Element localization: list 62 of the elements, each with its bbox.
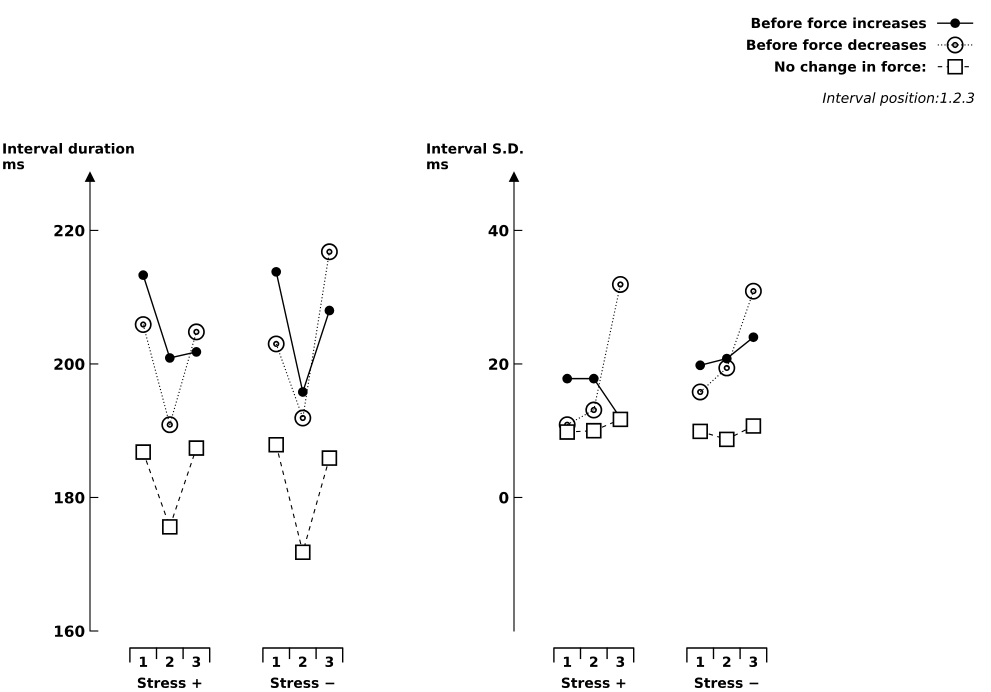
x-tick-label: 2 [723, 656, 730, 667]
x-tick-label: 3 [325, 656, 334, 668]
legend-label: Before force increases [752, 18, 926, 28]
text: Stress + [562, 678, 626, 688]
point [744, 282, 762, 300]
point [324, 306, 334, 316]
x-tick-label: 1 [272, 656, 280, 667]
y-tick-label: 160 [54, 625, 84, 638]
x-tick-label: 2 [166, 656, 174, 667]
point [192, 347, 202, 357]
point [612, 412, 628, 428]
point [695, 360, 706, 370]
x-tick-label: 2 [299, 656, 306, 667]
point [322, 450, 338, 466]
y-tick-label: 40 [488, 224, 508, 236]
text: Interval position:1.2.3 [822, 92, 974, 106]
text: Stress − [270, 678, 334, 688]
x-tick-label: 1 [140, 656, 148, 667]
text: Stress − [694, 678, 758, 688]
point [746, 418, 762, 434]
x-tick-label: 1 [696, 656, 704, 667]
point [188, 440, 204, 456]
y-axis-title: Interval duration ms [3, 143, 134, 170]
point [562, 374, 572, 384]
point [559, 424, 575, 440]
x-tick-label: 3 [616, 656, 624, 668]
point [585, 402, 602, 418]
point [188, 323, 205, 340]
point [298, 387, 308, 397]
point [138, 270, 148, 280]
text: Stress + [138, 678, 202, 688]
y-tick-label: 0 [499, 492, 508, 504]
y-tick-label: 20 [489, 358, 508, 370]
point [294, 410, 312, 426]
point [134, 316, 152, 334]
point [268, 436, 284, 453]
y-tick-label: 180 [54, 492, 84, 504]
legend-label: Before force decreases [747, 39, 926, 50]
point [271, 266, 282, 277]
y-tick-label: 200 [54, 358, 84, 370]
point [692, 384, 709, 400]
point [161, 416, 178, 434]
point [692, 424, 708, 440]
point [295, 544, 311, 560]
point [135, 444, 151, 460]
y-axis-title: Interval S.D. ms [427, 143, 523, 170]
x-tick-label: 3 [192, 656, 200, 668]
y-tick-label: 220 [54, 224, 84, 236]
point [588, 374, 599, 384]
point [718, 359, 736, 376]
point [320, 243, 338, 260]
x-tick-label: 3 [749, 656, 758, 668]
x-tick-label: 1 [564, 656, 572, 667]
point [268, 335, 285, 352]
point [586, 422, 602, 438]
point [164, 353, 175, 363]
legend-label: No change in force: [775, 61, 926, 75]
x-tick-label: 2 [590, 656, 598, 667]
point [612, 276, 629, 293]
point [719, 432, 735, 448]
point [748, 332, 758, 342]
point [162, 519, 178, 535]
